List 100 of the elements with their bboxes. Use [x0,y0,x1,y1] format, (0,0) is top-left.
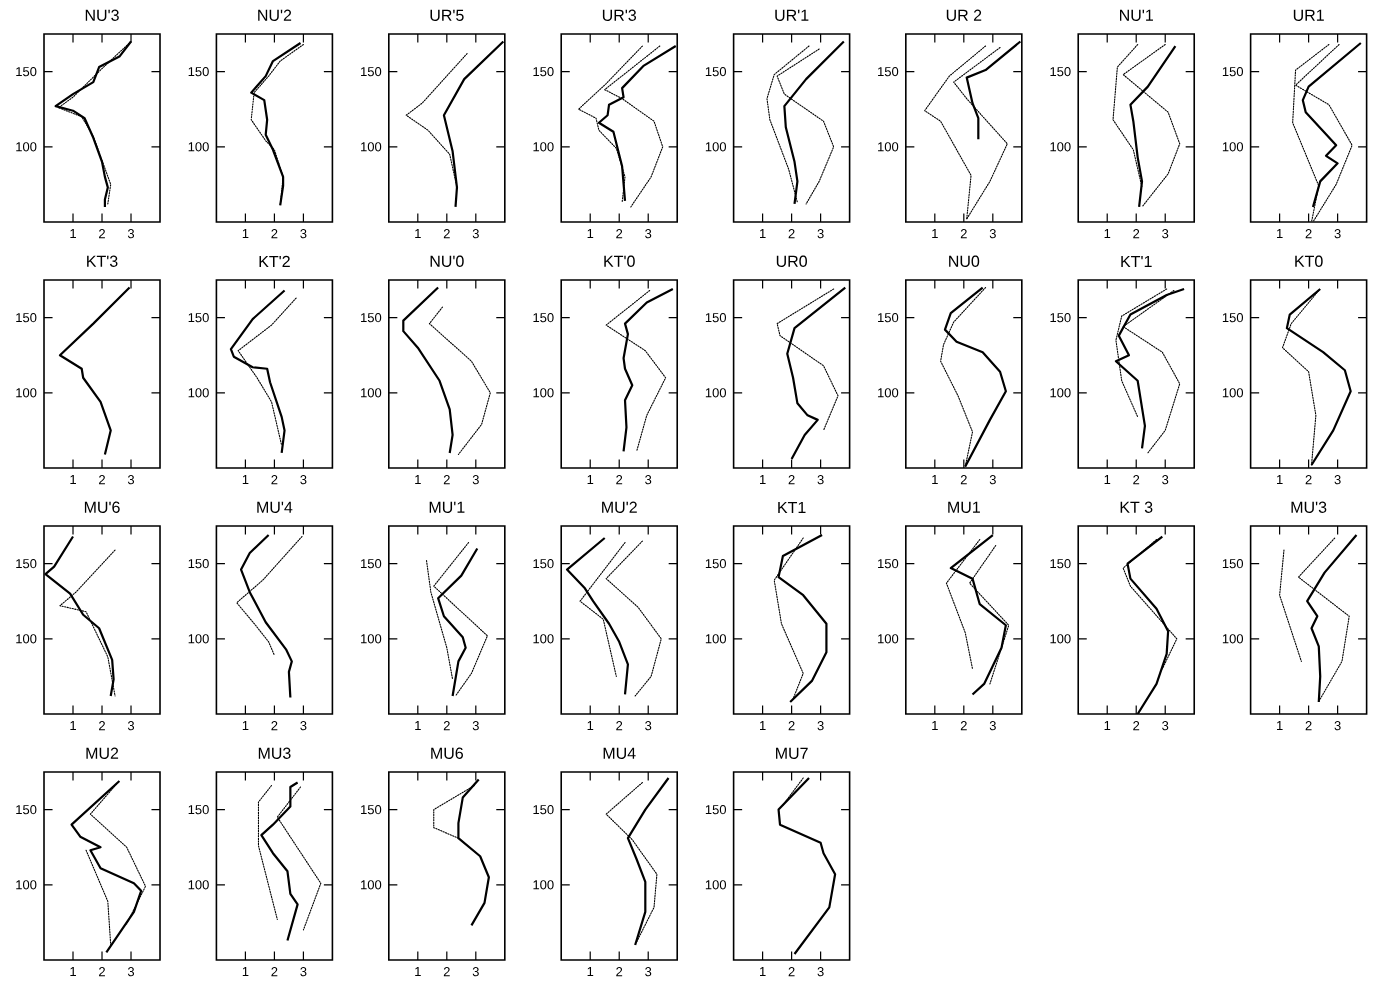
x-tick-label: 2 [616,721,623,731]
chart-title: UR'1 [775,9,809,21]
x-tick-label: 1 [1277,475,1283,485]
chart-title: NU'3 [85,9,119,21]
x-tick-label: 2 [271,967,278,977]
y-tick-label: 100 [878,388,899,398]
y-tick-label: 100 [361,388,382,398]
x-tick-label: 3 [127,229,135,239]
y-tick-label: 150 [1050,67,1071,77]
chart-title: NU'0 [430,255,464,267]
chart-title: MU2 [86,747,119,759]
chart-title: UR 2 [946,9,982,21]
x-tick-label: 2 [1305,229,1312,239]
x-tick-label: 2 [1133,721,1140,731]
x-tick-label: 1 [760,229,766,238]
y-tick-label: 100 [188,142,209,152]
x-tick-label: 1 [1104,229,1111,238]
x-tick-label: 1 [242,475,249,485]
x-tick-label: 3 [472,229,479,239]
x-tick-label: 2 [1305,721,1312,731]
x-tick-label: 1 [415,475,421,485]
chart-title: MU'3 [1291,501,1327,513]
x-tick-label: 3 [817,475,824,485]
y-tick-label: 150 [361,559,382,569]
x-tick-label: 2 [271,475,278,485]
x-tick-label: 1 [415,229,421,238]
x-tick-label: 1 [242,721,249,731]
x-tick-label: 3 [817,721,824,731]
x-tick-label: 2 [788,967,795,977]
x-tick-label: 1 [415,721,421,731]
x-tick-label: 3 [645,475,652,485]
x-tick-label: 3 [127,475,135,485]
x-tick-label: 1 [70,229,76,238]
x-tick-label: 1 [70,475,76,485]
x-tick-label: 1 [415,967,421,977]
x-tick-label: 3 [1162,229,1169,239]
chart-title: MU'1 [429,501,465,513]
y-tick-label: 150 [533,313,554,323]
x-tick-label: 2 [1305,475,1312,485]
x-tick-label: 1 [1104,475,1111,485]
y-tick-label: 100 [878,142,899,152]
x-tick-label: 1 [587,229,594,238]
x-tick-label: 2 [1133,475,1140,485]
x-tick-label: 3 [300,229,307,239]
y-tick-label: 150 [533,559,554,569]
y-tick-label: 150 [188,559,209,569]
x-tick-label: 1 [760,967,766,977]
x-tick-label: 3 [645,967,652,977]
y-tick-label: 150 [878,559,899,569]
y-tick-label: 150 [361,313,382,323]
x-tick-label: 2 [271,721,278,731]
y-tick-label: 100 [1050,634,1071,644]
chart-title: MU'4 [257,501,293,513]
x-tick-label: 1 [242,229,249,238]
x-tick-label: 1 [932,475,938,485]
x-tick-label: 3 [472,721,479,731]
x-tick-label: 2 [960,721,967,731]
y-tick-label: 100 [16,880,37,890]
x-tick-label: 3 [127,721,135,731]
x-tick-label: 2 [788,475,795,485]
chart-title: KT0 [1295,255,1323,267]
chart-title: UR0 [776,255,807,267]
chart-title: MU'6 [84,501,120,513]
x-tick-label: 2 [788,721,795,731]
y-tick-label: 100 [705,880,727,890]
x-tick-label: 3 [989,475,996,485]
chart-title: KT'3 [87,255,118,267]
chart-title: NU0 [949,255,980,267]
y-tick-label: 150 [533,805,554,815]
y-tick-label: 150 [1222,559,1244,569]
y-tick-label: 150 [188,313,209,323]
y-tick-label: 100 [705,634,727,644]
x-tick-label: 3 [645,721,652,731]
x-tick-label: 3 [300,967,307,977]
x-tick-label: 3 [300,721,307,731]
y-tick-label: 100 [188,388,209,398]
chart-title: UR1 [1293,9,1324,21]
y-tick-label: 100 [361,634,382,644]
x-tick-label: 2 [99,229,105,239]
x-tick-label: 1 [587,721,594,731]
chart-title: MU1 [948,501,980,513]
y-tick-label: 100 [705,388,727,398]
y-tick-label: 100 [16,634,37,644]
x-tick-label: 1 [760,475,766,485]
y-tick-label: 150 [1222,67,1244,77]
y-tick-label: 100 [16,142,37,152]
x-tick-label: 1 [70,721,76,731]
chart-title: MU6 [431,747,463,759]
x-tick-label: 2 [99,967,105,977]
chart-title: KT1 [778,501,806,513]
x-tick-label: 1 [1277,229,1283,238]
x-tick-label: 3 [1162,721,1169,731]
x-tick-label: 2 [443,721,450,731]
y-tick-label: 100 [361,880,382,890]
x-tick-label: 2 [443,229,450,239]
x-tick-label: 1 [70,967,76,977]
x-tick-label: 2 [960,475,967,485]
y-tick-label: 100 [361,142,382,152]
chart-title: UR'5 [430,9,464,21]
x-tick-label: 1 [760,721,766,731]
